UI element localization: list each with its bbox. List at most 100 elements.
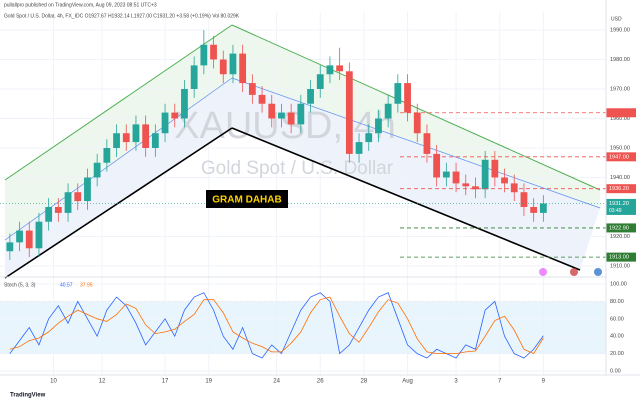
candle-body — [278, 112, 285, 119]
candle-body — [375, 118, 382, 134]
y-tick-label: 1910.00 — [610, 263, 630, 269]
y-tick-label: 1980.00 — [610, 57, 630, 63]
y-tick-label: 1940.00 — [610, 175, 630, 181]
candle-body — [268, 103, 276, 119]
y-tick-label: 40.00 — [610, 334, 624, 340]
candle-body — [297, 103, 305, 125]
y-tick-label: 0.00 — [610, 368, 621, 374]
candle-body — [25, 230, 33, 249]
last-price-label: 1931.20 — [609, 201, 629, 207]
candle-body — [510, 183, 518, 193]
legend-value: 37.95 — [80, 282, 93, 288]
candle-body — [462, 183, 470, 187]
last-price-box — [606, 198, 636, 215]
flag-icon[interactable] — [570, 268, 578, 276]
candle-body — [413, 112, 421, 134]
candle-body — [74, 192, 82, 202]
candle-body — [530, 206, 538, 213]
candle-body — [171, 112, 179, 119]
x-tick-label: 10 — [50, 379, 57, 385]
candle-body — [113, 133, 120, 148]
y-tick-label: 1990.00 — [610, 27, 630, 33]
candle-body — [520, 192, 528, 207]
candle-body — [491, 159, 499, 178]
x-tick-label: 17 — [162, 379, 169, 385]
y-tick-label: 1960.00 — [610, 116, 630, 122]
candle-body — [132, 124, 140, 143]
candle-body — [423, 133, 431, 154]
candle-body — [365, 133, 373, 143]
y-tick-label: 1950.00 — [610, 145, 630, 151]
candle-body — [181, 88, 188, 119]
candle-body — [219, 59, 227, 75]
candle-body — [103, 147, 111, 163]
candle-body — [345, 71, 353, 154]
annotation-box — [206, 190, 288, 208]
price-label-box — [606, 108, 636, 118]
x-tick-label: 7 — [498, 379, 502, 385]
candle-body — [394, 83, 402, 104]
candle-body — [539, 203, 547, 213]
price-label-box — [606, 184, 636, 194]
y-tick-label: 100.00 — [610, 281, 627, 287]
candle-body — [190, 65, 198, 89]
candle-body — [355, 142, 363, 154]
candle-body — [64, 192, 72, 213]
candle-body — [210, 44, 217, 60]
watermark-name: Gold Spot / U.S. Dollar — [201, 158, 394, 179]
x-tick-label: 26 — [317, 379, 324, 385]
price-label-box — [606, 152, 636, 162]
candle-body — [151, 133, 159, 148]
channel-top — [231, 24, 601, 191]
y-tick-label: 20.00 — [610, 351, 624, 357]
stoch-line — [9, 296, 544, 355]
candle-body — [307, 88, 314, 104]
watermark-symbol: XAUUSD, 4h — [174, 105, 396, 147]
candle-body — [384, 103, 392, 119]
candle-body — [442, 171, 450, 178]
candle-body — [84, 177, 91, 202]
price-label-box — [606, 223, 636, 233]
candle-body — [452, 171, 460, 184]
legend-value: 40.57 — [60, 282, 73, 288]
price-label: 1913.00 — [609, 255, 629, 261]
price-label: 1936.20 — [609, 186, 629, 192]
y-tick-label: 80.00 — [610, 299, 624, 305]
candle-body — [404, 83, 411, 113]
price-label-box — [606, 252, 636, 262]
flag-icon[interactable] — [594, 268, 602, 276]
y-tick-label: 1920.00 — [610, 234, 630, 240]
price-label: 1947.00 — [609, 154, 629, 160]
price-label: 1922.90 — [609, 225, 629, 231]
indicator-title: Stoch (5, 3, 3) — [4, 282, 36, 288]
stoch-line — [9, 292, 544, 359]
x-tick-label: 24 — [273, 379, 280, 385]
channel-mid — [4, 77, 233, 241]
y-tick-label: 60.00 — [610, 316, 624, 322]
channel-bottom — [231, 127, 581, 271]
countdown: 03:49 — [609, 208, 622, 214]
channel-mid — [231, 77, 601, 209]
y-tick-label: 1970.00 — [610, 86, 630, 92]
candle-body — [161, 112, 169, 134]
candle-body — [6, 242, 14, 252]
candle-body — [258, 94, 266, 104]
currency: USD — [611, 16, 622, 22]
candle-body — [472, 186, 479, 190]
candle-body — [142, 124, 150, 148]
x-tick-label: 3 — [454, 379, 458, 385]
x-tick-label: 19 — [205, 379, 212, 385]
candle-body — [93, 162, 101, 178]
event-icon[interactable] — [539, 268, 547, 276]
footer: TradingView — [10, 393, 46, 399]
legend: Gold Spot / U.S. Dollar, 4h, FX_IDC O192… — [4, 13, 240, 19]
candle-body — [287, 112, 295, 125]
plot: 1910.00 1920.00 19 3 0.00 1940.00 1950.00 1960.… — [0, 27, 636, 385]
candle-body — [433, 153, 441, 178]
x-tick-label: 12 — [99, 379, 106, 385]
x-tick-label: Aug — [402, 379, 413, 385]
candle-body — [35, 221, 43, 249]
candle-body — [122, 133, 130, 143]
candle-body — [336, 65, 344, 72]
